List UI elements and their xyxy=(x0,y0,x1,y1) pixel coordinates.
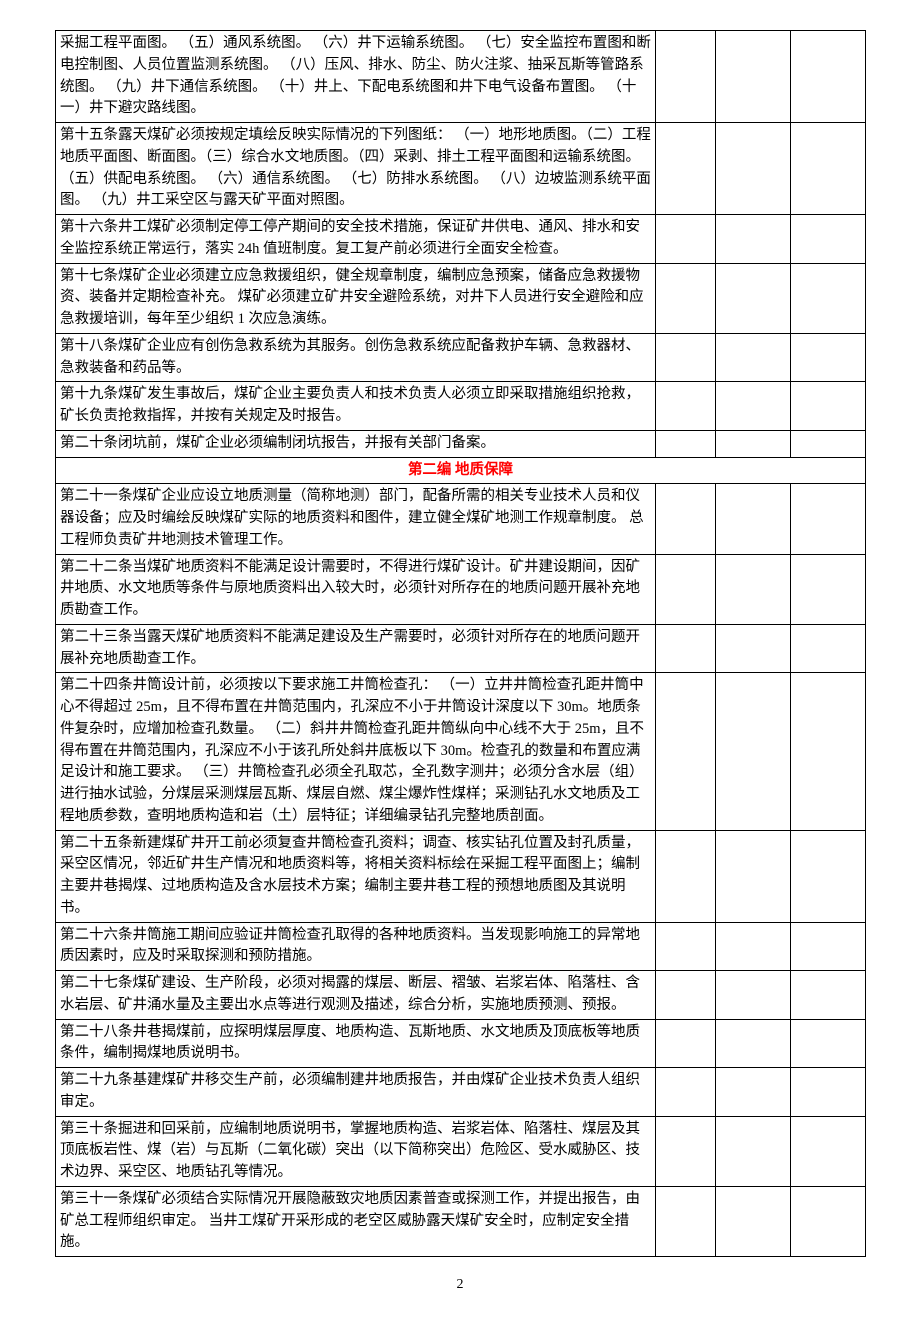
regulation-text-cell: 第二十七条煤矿建设、生产阶段，必须对揭露的煤层、断层、褶皱、岩浆岩体、陷落柱、含… xyxy=(56,971,656,1020)
table-row: 第二十九条基建煤矿井移交生产前，必须编制建井地质报告，并由煤矿企业技术负责人组织… xyxy=(56,1068,866,1117)
empty-cell xyxy=(656,830,716,922)
empty-cell xyxy=(716,263,791,333)
empty-cell xyxy=(716,1116,791,1186)
regulation-text-cell: 第二十九条基建煤矿井移交生产前，必须编制建井地质报告，并由煤矿企业技术负责人组织… xyxy=(56,1068,656,1117)
empty-cell xyxy=(716,430,791,457)
table-row: 第二十一条煤矿企业应设立地质测量（简称地测）部门，配备所需的相关专业技术人员和仪… xyxy=(56,484,866,554)
regulation-text-cell: 第三十条掘进和回采前，应编制地质说明书，掌握地质构造、岩浆岩体、陷落柱、煤层及其… xyxy=(56,1116,656,1186)
empty-cell xyxy=(716,215,791,264)
empty-cell xyxy=(656,971,716,1020)
regulation-text-cell: 第二十条闭坑前，煤矿企业必须编制闭坑报告，并报有关部门备案。 xyxy=(56,430,656,457)
empty-cell xyxy=(791,123,866,215)
empty-cell xyxy=(791,554,866,624)
empty-cell xyxy=(791,382,866,431)
empty-cell xyxy=(791,624,866,673)
table-row: 第二十八条井巷揭煤前，应探明煤层厚度、地质构造、瓦斯地质、水文地质及顶底板等地质… xyxy=(56,1019,866,1068)
regulation-text-cell: 第十六条井工煤矿必须制定停工停产期间的安全技术措施，保证矿井供电、通风、排水和安… xyxy=(56,215,656,264)
empty-cell xyxy=(656,554,716,624)
empty-cell xyxy=(656,484,716,554)
empty-cell xyxy=(716,1068,791,1117)
table-row: 第二十五条新建煤矿井开工前必须复查井筒检查孔资料；调查、核实钻孔位置及封孔质量，… xyxy=(56,830,866,922)
table-row: 第十五条露天煤矿必须按规定填绘反映实际情况的下列图纸： （一）地形地质图。（二）… xyxy=(56,123,866,215)
empty-cell xyxy=(716,1019,791,1068)
empty-cell xyxy=(791,1116,866,1186)
empty-cell xyxy=(791,1068,866,1117)
empty-cell xyxy=(716,624,791,673)
table-row: 第二十二条当煤矿地质资料不能满足设计需要时，不得进行煤矿设计。矿井建设期间，因矿… xyxy=(56,554,866,624)
empty-cell xyxy=(656,382,716,431)
regulation-table: 采掘工程平面图。 （五）通风系统图。 （六）井下运输系统图。 （七）安全监控布置… xyxy=(55,30,866,1257)
empty-cell xyxy=(791,484,866,554)
regulation-text-cell: 第二十五条新建煤矿井开工前必须复查井筒检查孔资料；调查、核实钻孔位置及封孔质量，… xyxy=(56,830,656,922)
empty-cell xyxy=(791,430,866,457)
empty-cell xyxy=(656,1068,716,1117)
empty-cell xyxy=(716,123,791,215)
regulation-text-cell: 第十五条露天煤矿必须按规定填绘反映实际情况的下列图纸： （一）地形地质图。（二）… xyxy=(56,123,656,215)
regulation-text-cell: 第二十三条当露天煤矿地质资料不能满足建设及生产需要时，必须针对所存在的地质问题开… xyxy=(56,624,656,673)
section-header: 第二编 地质保障 xyxy=(56,457,866,484)
empty-cell xyxy=(656,922,716,971)
table-row: 第十八条煤矿企业应有创伤急救系统为其服务。创伤急救系统应配备救护车辆、急救器材、… xyxy=(56,333,866,382)
regulation-text-cell: 第二十四条井筒设计前，必须按以下要求施工井筒检查孔： （一）立井井筒检查孔距井筒… xyxy=(56,673,656,830)
empty-cell xyxy=(716,554,791,624)
empty-cell xyxy=(716,333,791,382)
table-row: 第二十三条当露天煤矿地质资料不能满足建设及生产需要时，必须针对所存在的地质问题开… xyxy=(56,624,866,673)
empty-cell xyxy=(791,922,866,971)
empty-cell xyxy=(656,215,716,264)
empty-cell xyxy=(656,430,716,457)
table-row: 第十六条井工煤矿必须制定停工停产期间的安全技术措施，保证矿井供电、通风、排水和安… xyxy=(56,215,866,264)
empty-cell xyxy=(656,263,716,333)
empty-cell xyxy=(656,1019,716,1068)
table-row: 第二十四条井筒设计前，必须按以下要求施工井筒检查孔： （一）立井井筒检查孔距井筒… xyxy=(56,673,866,830)
empty-cell xyxy=(791,830,866,922)
regulation-text-cell: 第二十六条井筒施工期间应验证井筒检查孔取得的各种地质资料。当发现影响施工的异常地… xyxy=(56,922,656,971)
regulation-text-cell: 第二十二条当煤矿地质资料不能满足设计需要时，不得进行煤矿设计。矿井建设期间，因矿… xyxy=(56,554,656,624)
table-row: 第二十条闭坑前，煤矿企业必须编制闭坑报告，并报有关部门备案。 xyxy=(56,430,866,457)
empty-cell xyxy=(656,624,716,673)
empty-cell xyxy=(791,215,866,264)
empty-cell xyxy=(656,1116,716,1186)
document-page: 采掘工程平面图。 （五）通风系统图。 （六）井下运输系统图。 （七）安全监控布置… xyxy=(0,0,920,1333)
regulation-text-cell: 第十九条煤矿发生事故后，煤矿企业主要负责人和技术负责人必须立即采取措施组织抢救，… xyxy=(56,382,656,431)
regulation-text-cell: 第十七条煤矿企业必须建立应急救援组织，健全规章制度，编制应急预案，储备应急救援物… xyxy=(56,263,656,333)
table-row: 第十九条煤矿发生事故后，煤矿企业主要负责人和技术负责人必须立即采取措施组织抢救，… xyxy=(56,382,866,431)
table-row: 第二十七条煤矿建设、生产阶段，必须对揭露的煤层、断层、褶皱、岩浆岩体、陷落柱、含… xyxy=(56,971,866,1020)
empty-cell xyxy=(656,673,716,830)
table-row: 第三十条掘进和回采前，应编制地质说明书，掌握地质构造、岩浆岩体、陷落柱、煤层及其… xyxy=(56,1116,866,1186)
page-number: 2 xyxy=(55,1277,865,1293)
empty-cell xyxy=(791,971,866,1020)
empty-cell xyxy=(716,31,791,123)
empty-cell xyxy=(716,1186,791,1256)
table-row: 采掘工程平面图。 （五）通风系统图。 （六）井下运输系统图。 （七）安全监控布置… xyxy=(56,31,866,123)
empty-cell xyxy=(656,31,716,123)
regulation-text-cell: 第二十八条井巷揭煤前，应探明煤层厚度、地质构造、瓦斯地质、水文地质及顶底板等地质… xyxy=(56,1019,656,1068)
regulation-text-cell: 第十八条煤矿企业应有创伤急救系统为其服务。创伤急救系统应配备救护车辆、急救器材、… xyxy=(56,333,656,382)
empty-cell xyxy=(656,123,716,215)
table-row: 第二十六条井筒施工期间应验证井筒检查孔取得的各种地质资料。当发现影响施工的异常地… xyxy=(56,922,866,971)
empty-cell xyxy=(716,922,791,971)
empty-cell xyxy=(656,333,716,382)
regulation-text-cell: 第二十一条煤矿企业应设立地质测量（简称地测）部门，配备所需的相关专业技术人员和仪… xyxy=(56,484,656,554)
empty-cell xyxy=(791,1019,866,1068)
empty-cell xyxy=(791,263,866,333)
table-row: 第二编 地质保障 xyxy=(56,457,866,484)
empty-cell xyxy=(656,1186,716,1256)
table-row: 第三十一条煤矿必须结合实际情况开展隐蔽致灾地质因素普查或探测工作，并提出报告，由… xyxy=(56,1186,866,1256)
table-row: 第十七条煤矿企业必须建立应急救援组织，健全规章制度，编制应急预案，储备应急救援物… xyxy=(56,263,866,333)
empty-cell xyxy=(716,971,791,1020)
empty-cell xyxy=(716,484,791,554)
empty-cell xyxy=(716,830,791,922)
empty-cell xyxy=(716,673,791,830)
empty-cell xyxy=(791,673,866,830)
regulation-text-cell: 采掘工程平面图。 （五）通风系统图。 （六）井下运输系统图。 （七）安全监控布置… xyxy=(56,31,656,123)
empty-cell xyxy=(716,382,791,431)
regulation-text-cell: 第三十一条煤矿必须结合实际情况开展隐蔽致灾地质因素普查或探测工作，并提出报告，由… xyxy=(56,1186,656,1256)
empty-cell xyxy=(791,31,866,123)
empty-cell xyxy=(791,333,866,382)
empty-cell xyxy=(791,1186,866,1256)
